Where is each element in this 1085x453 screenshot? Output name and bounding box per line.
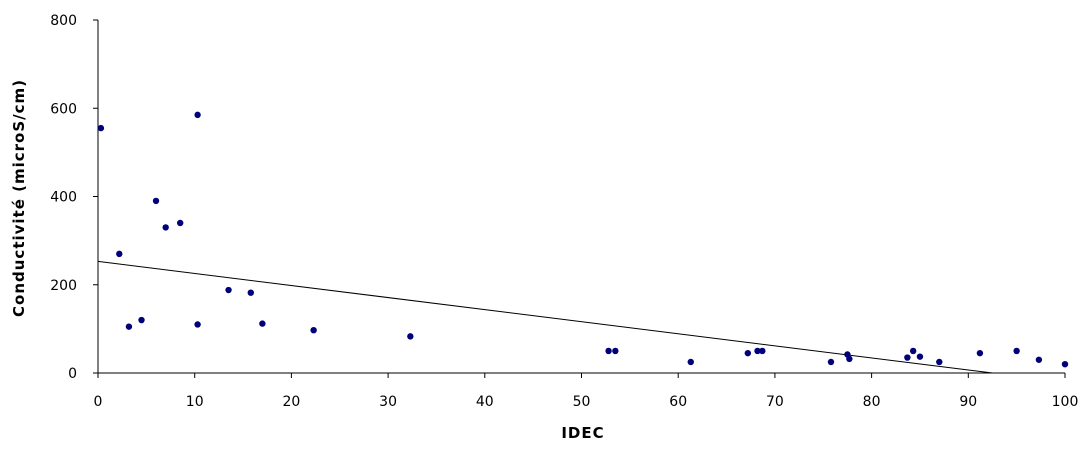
x-tick-label: 100 <box>1052 394 1079 410</box>
data-point <box>194 111 201 119</box>
data-point <box>407 333 414 340</box>
y-tick-label: 0 <box>68 366 77 382</box>
data-point <box>904 354 911 361</box>
data-point <box>605 347 612 355</box>
data-point <box>125 323 133 330</box>
data-point <box>259 320 266 327</box>
data-point <box>846 355 853 363</box>
x-tick-label: 80 <box>863 394 881 410</box>
axes <box>97 20 1065 374</box>
x-tick-label: 30 <box>379 394 397 410</box>
y-tick-label: 400 <box>50 190 77 206</box>
x-axis-title: IDEC <box>561 424 604 442</box>
x-tick-label: 90 <box>959 394 977 410</box>
data-point <box>247 289 254 296</box>
data-point <box>612 347 619 355</box>
trendline <box>97 260 993 374</box>
trendline-group <box>97 260 993 374</box>
data-point <box>194 321 201 328</box>
x-axis-ticks: 0 10 20 30 40 50 60 70 80 90 100 <box>94 373 1079 410</box>
data-point <box>1013 347 1020 355</box>
data-point <box>310 326 317 334</box>
data-point <box>744 349 752 357</box>
y-tick-label: 800 <box>50 13 77 29</box>
y-axis-title: Conductivité (microS/cm) <box>10 79 28 317</box>
x-tick-label: 40 <box>476 394 494 410</box>
data-point <box>1061 360 1069 368</box>
data-point <box>687 358 694 366</box>
data-point <box>759 347 766 355</box>
y-axis-ticks: 0 200 400 600 800 <box>50 13 98 382</box>
data-point <box>827 358 835 366</box>
x-tick-label: 10 <box>186 394 204 410</box>
data-point <box>225 286 232 294</box>
data-point <box>152 197 160 205</box>
data-point <box>916 353 924 360</box>
y-tick-label: 600 <box>50 101 77 117</box>
data-point <box>116 250 123 258</box>
data-point <box>176 219 184 227</box>
data-point <box>162 224 169 231</box>
data-point <box>138 316 145 324</box>
data-point <box>754 347 761 355</box>
data-points <box>97 111 1069 368</box>
x-tick-label: 50 <box>573 394 591 410</box>
data-point <box>97 124 105 132</box>
data-point <box>909 347 917 355</box>
x-tick-label: 0 <box>94 394 103 410</box>
y-tick-label: 200 <box>50 278 77 294</box>
x-tick-label: 60 <box>669 394 687 410</box>
x-tick-label: 20 <box>282 394 300 410</box>
x-tick-label: 70 <box>766 394 784 410</box>
data-point <box>976 349 984 357</box>
data-point <box>1035 356 1043 363</box>
data-point <box>936 358 943 366</box>
